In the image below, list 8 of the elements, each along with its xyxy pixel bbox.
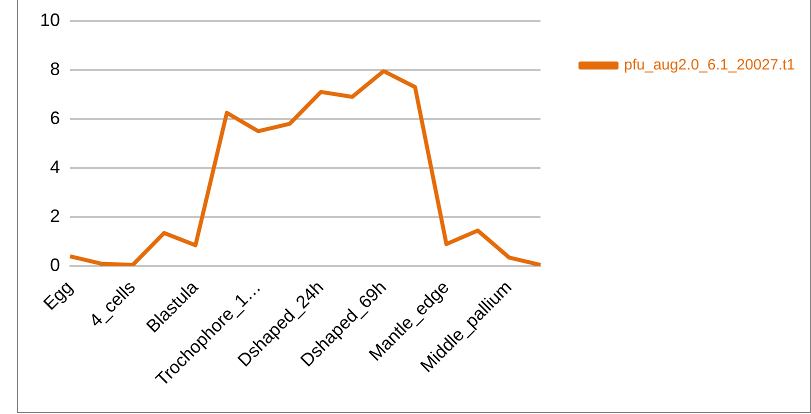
y-tick-label: 8 bbox=[50, 58, 60, 79]
x-tick-label: Egg bbox=[40, 276, 76, 314]
y-tick-label: 6 bbox=[50, 108, 60, 128]
y-tick-label: 2 bbox=[50, 206, 60, 226]
y-tick-label: 0 bbox=[50, 255, 60, 276]
y-tick-label: 10 bbox=[40, 10, 60, 30]
legend-label: pfu_aug2.0_6.1_20027.t1 bbox=[624, 56, 795, 74]
y-tick-label: 4 bbox=[50, 156, 60, 177]
